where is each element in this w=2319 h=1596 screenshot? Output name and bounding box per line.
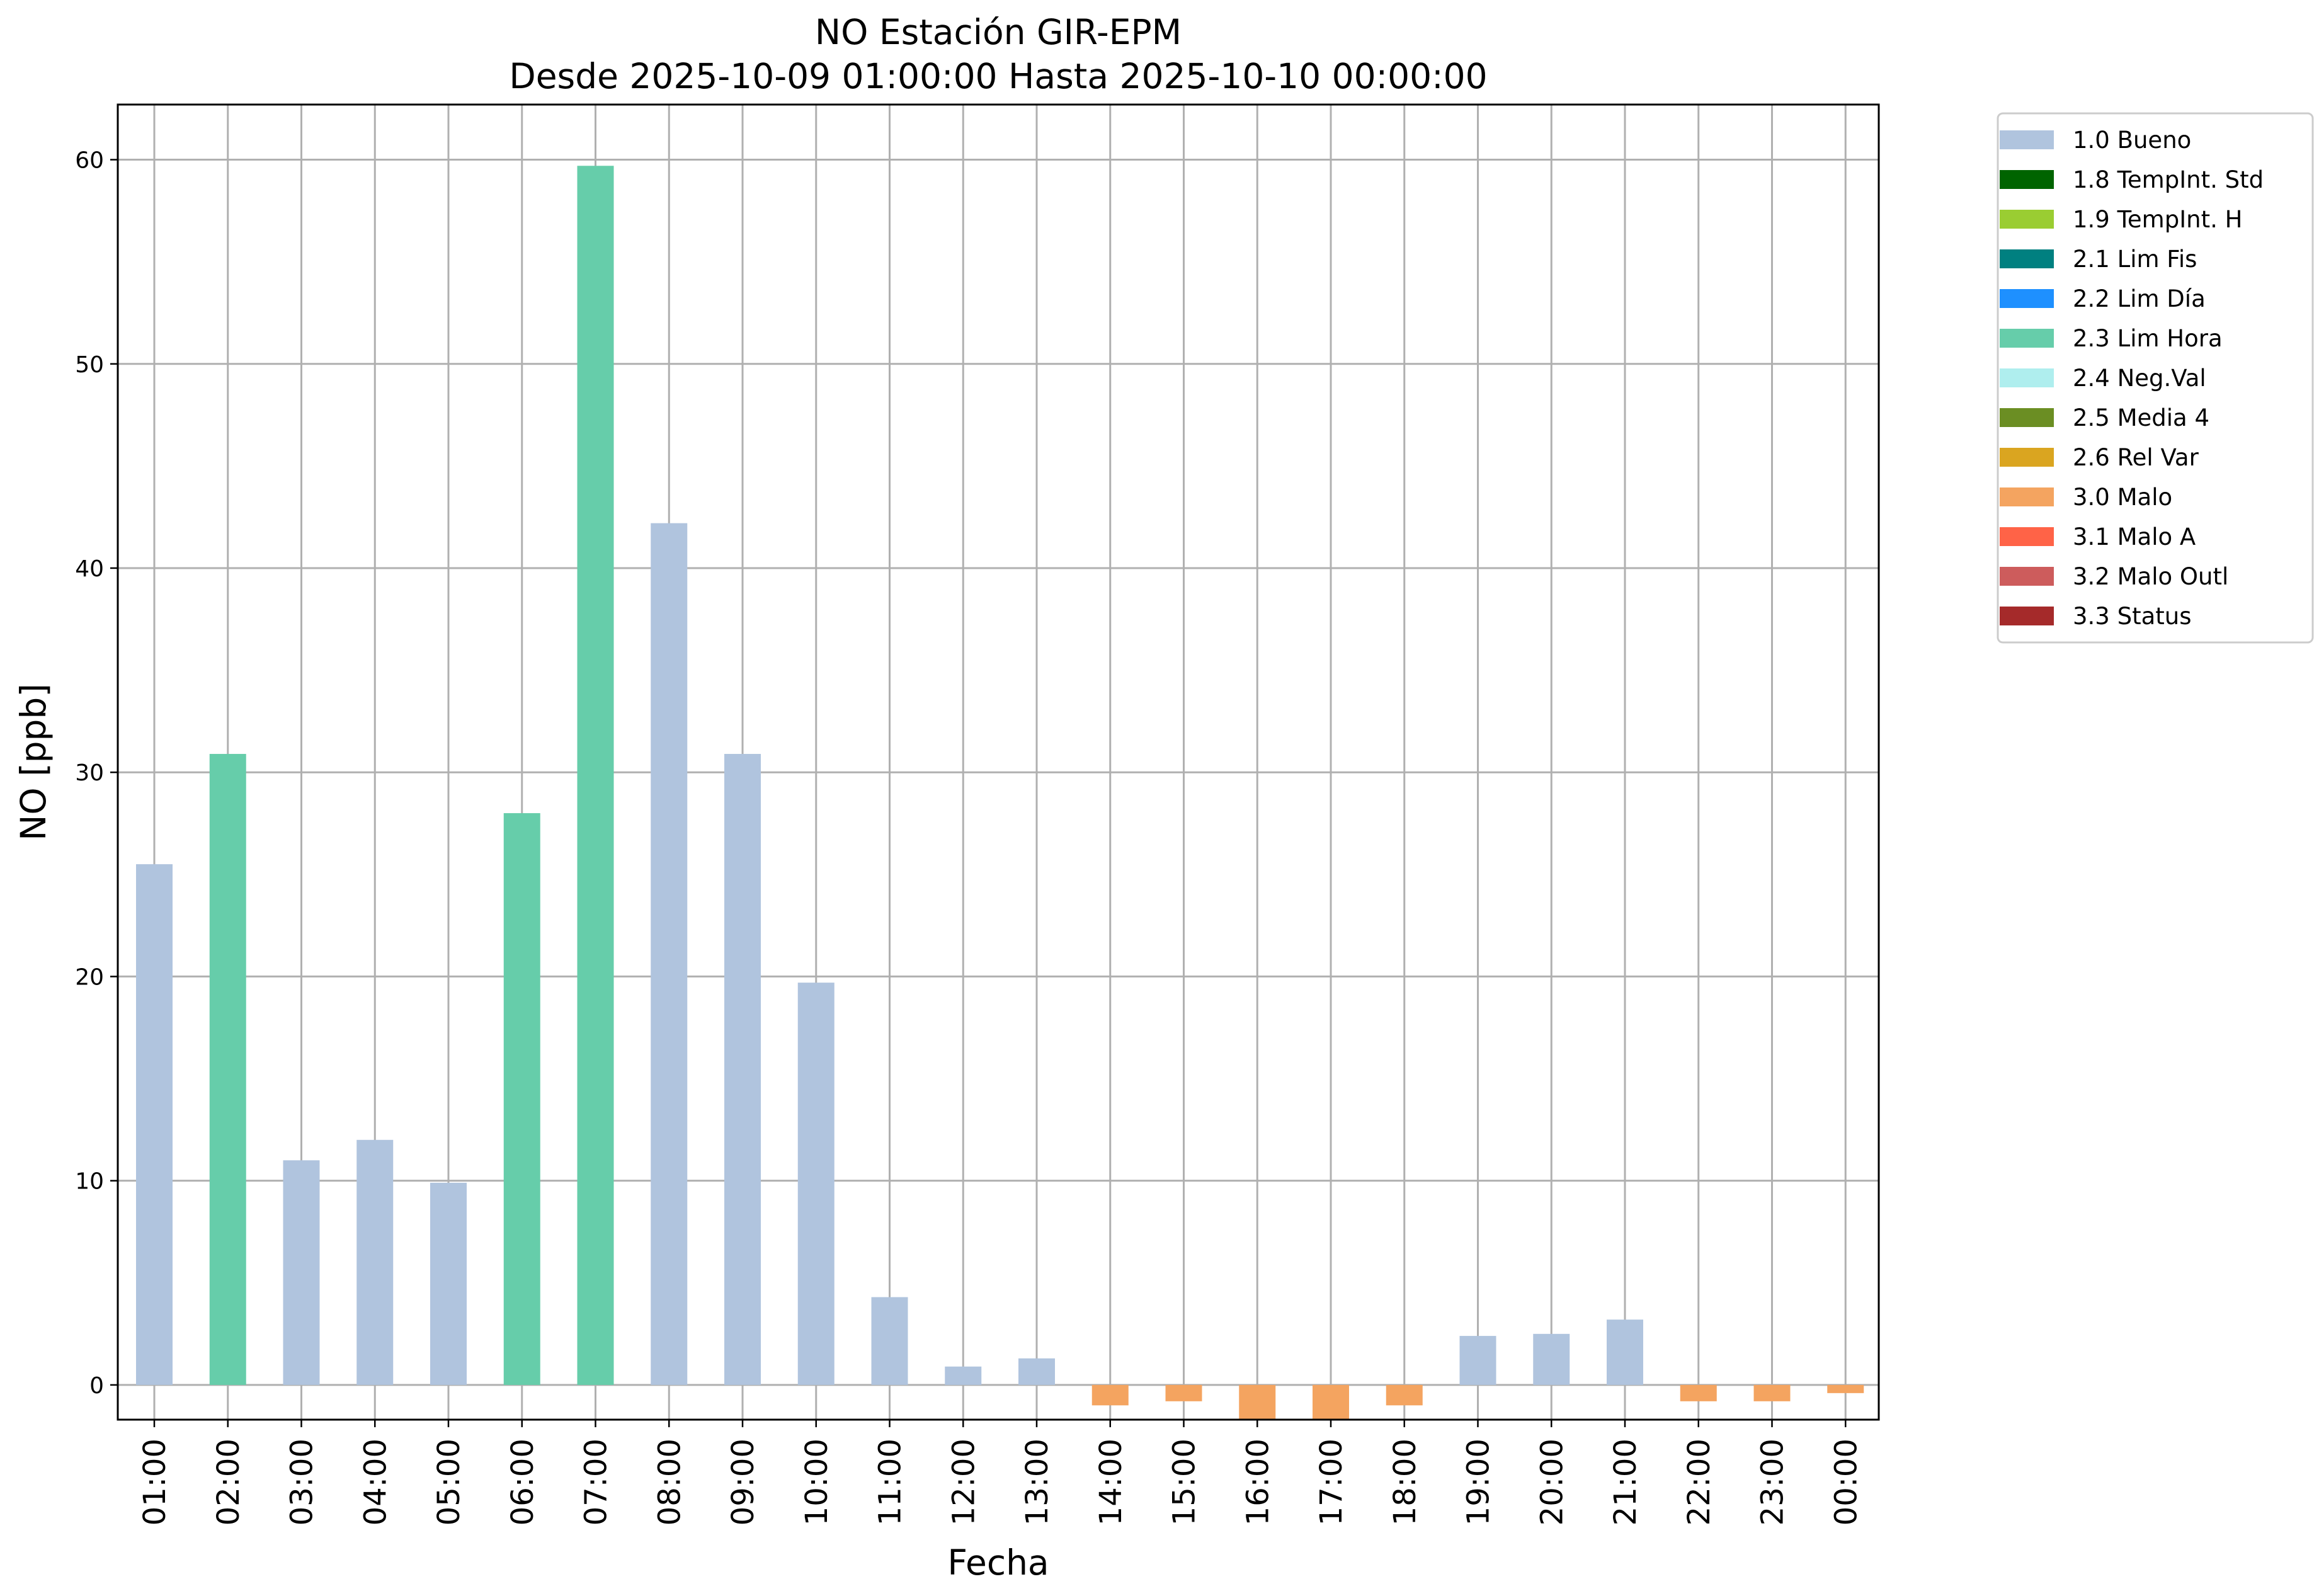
x-tick-label: 16:00 xyxy=(1240,1439,1275,1525)
bar-1500 xyxy=(1165,1384,1202,1401)
bar-2100 xyxy=(1607,1320,1643,1385)
y-tick-label: 60 xyxy=(75,148,104,174)
x-tick-label: 17:00 xyxy=(1314,1439,1349,1525)
y-axis-label: NO [ppb] xyxy=(13,683,54,841)
legend-swatch xyxy=(2000,130,2054,149)
y-axis: 0 10 20 30 40 50 60 xyxy=(75,148,118,1399)
bar-2300 xyxy=(1753,1384,1791,1401)
bar-0100 xyxy=(136,864,173,1385)
bar-0800 xyxy=(651,523,688,1385)
x-tick-label: 21:00 xyxy=(1608,1439,1643,1525)
x-tick-label: 04:00 xyxy=(358,1439,393,1525)
x-tick-label: 02:00 xyxy=(211,1439,246,1525)
x-tick-label: 15:00 xyxy=(1167,1439,1202,1525)
x-tick-label: 05:00 xyxy=(431,1439,467,1525)
bar-0000 xyxy=(1827,1384,1864,1393)
bar-1000 xyxy=(797,983,835,1385)
legend-label: 2.4 Neg.Val xyxy=(2073,365,2206,392)
x-tick-label: 11:00 xyxy=(873,1439,908,1525)
legend-swatch xyxy=(2000,210,2054,229)
bar-2000 xyxy=(1533,1333,1570,1385)
x-tick-label: 12:00 xyxy=(946,1439,981,1525)
legend-label: 2.5 Media 4 xyxy=(2073,404,2209,431)
bar-1300 xyxy=(1018,1358,1055,1385)
legend-label: 2.2 Lim Día xyxy=(2073,285,2206,312)
y-tick-label: 20 xyxy=(75,964,104,990)
legend-label: 3.3 Status xyxy=(2073,603,2192,630)
legend-swatch xyxy=(2000,487,2054,506)
x-tick-label: 06:00 xyxy=(505,1439,540,1525)
bar-1700 xyxy=(1313,1384,1349,1420)
legend-swatch xyxy=(2000,368,2054,387)
x-tick-label: 23:00 xyxy=(1755,1439,1791,1525)
legend-swatch xyxy=(2000,527,2054,546)
bar-0200 xyxy=(209,754,246,1385)
legend-label: 1.8 TempInt. Std xyxy=(2073,166,2264,193)
bar-0700 xyxy=(577,166,614,1385)
legend-swatch xyxy=(2000,567,2054,586)
legend-label: 2.1 Lim Fis xyxy=(2073,246,2197,273)
x-tick-label: 09:00 xyxy=(726,1439,761,1525)
bar-1200 xyxy=(945,1366,982,1385)
bar-0600 xyxy=(503,813,540,1385)
bar-0300 xyxy=(283,1160,320,1385)
bar-1800 xyxy=(1386,1384,1423,1406)
legend-swatch xyxy=(2000,448,2054,467)
legend-swatch xyxy=(2000,170,2054,189)
bars xyxy=(136,166,1864,1420)
x-tick-label: 14:00 xyxy=(1093,1439,1129,1525)
legend-swatch xyxy=(2000,408,2054,427)
x-tick-label: 18:00 xyxy=(1387,1439,1423,1525)
legend-swatch xyxy=(2000,607,2054,625)
y-tick-label: 10 xyxy=(75,1169,104,1195)
legend: 1.0 Bueno 1.8 TempInt. Std 1.9 TempInt. H 2… xyxy=(1997,112,2314,644)
legend-label: 3.2 Malo Outl xyxy=(2073,563,2228,590)
legend-swatch xyxy=(2000,329,2054,348)
x-tick-label: 13:00 xyxy=(1020,1439,1055,1525)
x-axis: 01:00 02:00 03:00 04:00 05:00 06:00 07:00 08:00… xyxy=(137,1420,1864,1525)
y-tick-label: 30 xyxy=(75,760,104,786)
x-tick-label: 00:00 xyxy=(1828,1439,1864,1525)
bar-1600 xyxy=(1239,1384,1276,1420)
legend-label: 2.6 Rel Var xyxy=(2073,444,2199,471)
plot-frame xyxy=(117,103,1880,1421)
legend-label: 1.9 TempInt. H xyxy=(2073,206,2242,233)
x-tick-label: 20:00 xyxy=(1534,1439,1570,1525)
x-tick-label: 10:00 xyxy=(799,1439,835,1525)
x-tick-label: 22:00 xyxy=(1682,1439,1717,1525)
y-tick-label: 50 xyxy=(75,352,104,378)
bar-0400 xyxy=(356,1139,394,1385)
x-tick-label: 03:00 xyxy=(285,1439,320,1525)
legend-swatch xyxy=(2000,289,2054,308)
legend-frame xyxy=(1997,112,2314,644)
bar-1100 xyxy=(871,1297,908,1385)
y-tick-label: 40 xyxy=(75,556,104,582)
chart-title: NO Estación GIR-EPM xyxy=(815,12,1182,52)
y-tick-label: 0 xyxy=(89,1373,104,1399)
bar-0500 xyxy=(430,1182,467,1385)
x-tick-label: 19:00 xyxy=(1461,1439,1496,1525)
legend-label: 3.0 Malo xyxy=(2073,484,2172,511)
bar-1900 xyxy=(1459,1336,1496,1385)
x-tick-label: 08:00 xyxy=(652,1439,687,1525)
bar-1400 xyxy=(1091,1384,1129,1406)
x-axis-label: Fecha xyxy=(947,1542,1049,1583)
chart-subtitle: Desde 2025-10-09 01:00:00 Hasta 2025-10-… xyxy=(509,56,1487,96)
legend-label: 2.3 Lim Hora xyxy=(2073,325,2223,352)
legend-label: 1.0 Bueno xyxy=(2073,127,2191,154)
x-tick-label: 01:00 xyxy=(137,1439,173,1525)
legend-swatch xyxy=(2000,249,2054,268)
bar-0900 xyxy=(724,754,761,1385)
bar-2200 xyxy=(1680,1384,1717,1401)
x-tick-label: 07:00 xyxy=(579,1439,614,1525)
legend-label: 3.1 Malo A xyxy=(2073,523,2196,550)
